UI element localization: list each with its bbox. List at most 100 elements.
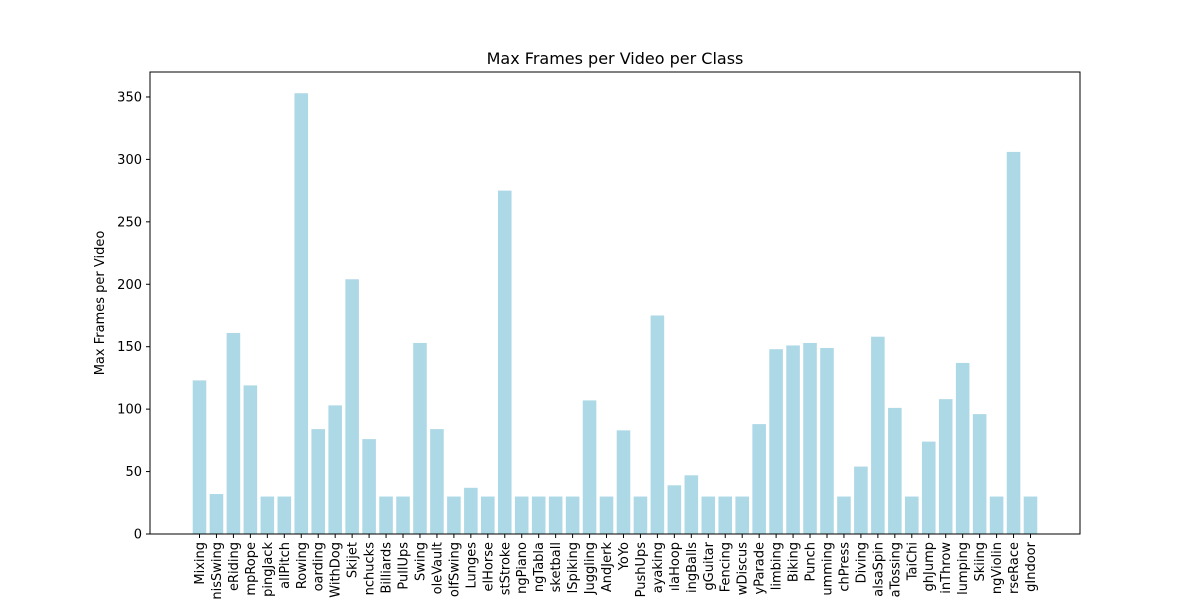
bar-Skiing <box>972 414 987 534</box>
bar-WalkingWithDog <box>328 405 342 534</box>
bar-PullUps <box>396 496 410 534</box>
x-tick-label: Billiards <box>380 542 395 594</box>
x-tick-label: ngPiano <box>515 542 530 594</box>
bar-HorseRace <box>1006 151 1021 534</box>
bar-HighJump <box>921 441 936 534</box>
x-tick-label: chPress <box>837 542 852 592</box>
bar-SalsaSpin <box>871 336 885 534</box>
x-tick-label: gGuitar <box>702 541 717 590</box>
bar-Skijet <box>345 279 359 534</box>
bar-PlayingPiano <box>514 496 529 534</box>
x-tick-label: nchucks <box>363 542 378 596</box>
bar-MilitaryParade <box>752 424 766 534</box>
y-tick-label: 350 <box>117 90 142 105</box>
x-tick-label: mpRope <box>244 542 259 596</box>
x-tick-label: TaiChi <box>905 542 920 581</box>
chart-title: Max Frames per Video per Class <box>487 49 744 68</box>
x-tick-label: ılaHoop <box>668 542 683 591</box>
bar-TennisSwing <box>209 494 224 534</box>
x-tick-label: ayaking <box>651 542 666 593</box>
bar-PlayingTabla <box>531 496 546 534</box>
x-tick-label: oarding <box>312 542 327 591</box>
x-tick-label: aTossing <box>888 542 903 597</box>
x-tick-label: AndJerk <box>600 542 615 593</box>
x-tick-label: alsaSpin <box>871 542 886 597</box>
bar-PommelHorse <box>481 496 495 534</box>
x-tick-label: wDiscus <box>736 542 751 595</box>
x-tick-label: gIndoor <box>1024 541 1039 591</box>
y-tick-label: 250 <box>117 215 142 230</box>
x-tick-label: ingBalls <box>685 542 700 593</box>
x-tick-label: inThrow <box>939 542 954 594</box>
bar-GolfSwing <box>447 496 461 534</box>
x-tick-label: rseRace <box>1007 542 1022 594</box>
y-axis: 0 50 100 150 200 250 300 350 <box>117 90 150 543</box>
bar-PizzaTossing <box>888 407 902 534</box>
bar-ThrowDiscus <box>735 496 749 534</box>
bar-Diving <box>854 466 868 534</box>
x-tick-label: umming <box>820 542 835 596</box>
x-tick-label: eRiding <box>227 542 242 591</box>
bar-Kayaking <box>650 315 665 534</box>
bar-Rowing <box>294 93 309 535</box>
x-tick-label: nisSwing <box>210 542 225 600</box>
plot-frame <box>149 71 1081 535</box>
y-axis-label: Max Frames per Video <box>93 231 108 376</box>
x-tick-label: Mixing <box>193 542 208 585</box>
bar-YoYo <box>616 430 631 534</box>
x-axis: Mixing nisSwing eRiding mpRope pingJack allPi… <box>193 534 1039 600</box>
bar-BaseballPitch <box>277 496 292 534</box>
bar-PlayingViolin <box>989 496 1004 534</box>
bar-Lunges <box>464 487 478 534</box>
x-tick-label: Swing <box>413 542 428 581</box>
bar-Punch <box>803 342 817 534</box>
bar-BreastStroke <box>497 190 512 534</box>
bar-Mixing <box>192 380 207 534</box>
x-tick-label: ngTabla <box>532 542 547 592</box>
x-tick-label: pingJack <box>261 542 276 597</box>
bar-Drumming <box>820 347 834 534</box>
x-tick-label: Punch <box>804 542 819 581</box>
x-tick-label: ghJump <box>922 542 937 591</box>
x-tick-label: olfSwing <box>447 542 462 597</box>
bar-Fencing <box>718 496 733 534</box>
y-tick-label: 300 <box>117 153 142 168</box>
x-tick-label: Skiing <box>973 542 988 582</box>
bar-JugglingBalls <box>684 475 699 534</box>
x-tick-label: Lunges <box>464 542 479 589</box>
bar-Basketball <box>548 496 563 534</box>
x-tick-label: allPitch <box>278 542 293 589</box>
bars-group <box>192 93 1038 535</box>
bar-Biking <box>786 345 800 534</box>
y-tick-label: 100 <box>117 403 142 418</box>
x-tick-label: Fencing <box>719 542 734 592</box>
x-tick-label: Juggling <box>583 542 598 595</box>
x-tick-label: PushUps <box>634 542 649 598</box>
bar-PushUps <box>633 496 648 534</box>
bar-Nunchucks <box>362 439 376 534</box>
x-tick-label: lSpiking <box>566 542 581 593</box>
bar-JavelinThrow <box>938 399 953 534</box>
bar-JumpRope <box>243 385 258 534</box>
x-tick-label: oleVault <box>430 542 445 594</box>
bar-RockClimbingIndoor <box>1023 496 1038 534</box>
bar-PlayingGuitar <box>701 496 716 534</box>
x-tick-label: lumping <box>956 542 971 595</box>
bar-HorseRiding <box>226 332 241 534</box>
bar-Skateboarding <box>311 429 325 534</box>
x-tick-label: Biking <box>787 542 802 582</box>
bar-TrampolineJumping <box>955 362 970 534</box>
y-tick-label: 200 <box>117 278 142 293</box>
y-tick-label: 150 <box>117 340 142 355</box>
y-tick-label: 50 <box>125 465 142 480</box>
bar-Juggling <box>582 400 597 534</box>
bar-JumpingJack <box>260 496 275 534</box>
x-tick-label: sketball <box>549 542 564 592</box>
x-tick-label: WithDog <box>329 542 344 598</box>
x-tick-label: Rowing <box>295 542 310 589</box>
x-tick-label: yParade <box>753 542 768 594</box>
y-tick-label: 0 <box>134 528 142 543</box>
x-tick-label: elHorse <box>481 542 496 591</box>
x-tick-label: stStroke <box>498 542 513 595</box>
